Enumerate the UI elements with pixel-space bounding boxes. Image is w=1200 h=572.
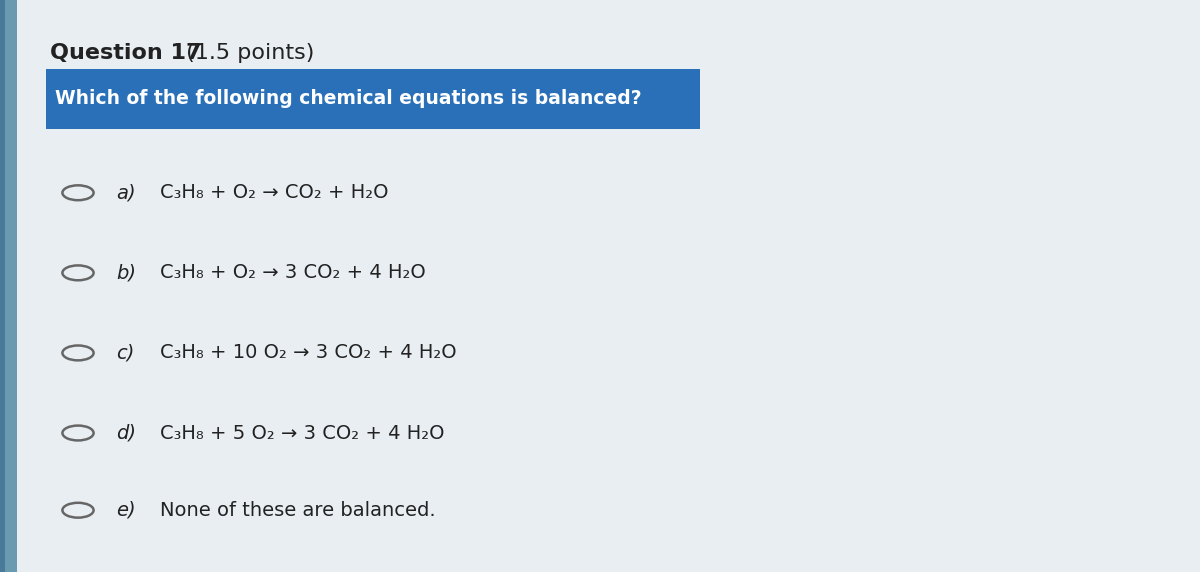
Text: Which of the following chemical equations is balanced?: Which of the following chemical equation… <box>55 89 642 108</box>
FancyBboxPatch shape <box>0 0 5 572</box>
Text: None of these are balanced.: None of these are balanced. <box>160 500 436 520</box>
FancyBboxPatch shape <box>5 0 17 572</box>
FancyBboxPatch shape <box>46 69 700 129</box>
Text: a): a) <box>116 183 136 202</box>
Text: C₃H₈ + 5 O₂ → 3 CO₂ + 4 H₂O: C₃H₈ + 5 O₂ → 3 CO₂ + 4 H₂O <box>160 423 444 443</box>
Text: c): c) <box>116 343 134 363</box>
Text: e): e) <box>116 500 136 520</box>
Text: (1.5 points): (1.5 points) <box>179 43 314 63</box>
Text: C₃H₈ + 10 O₂ → 3 CO₂ + 4 H₂O: C₃H₈ + 10 O₂ → 3 CO₂ + 4 H₂O <box>160 343 456 363</box>
Text: Question 17: Question 17 <box>50 43 202 63</box>
Text: C₃H₈ + O₂ → 3 CO₂ + 4 H₂O: C₃H₈ + O₂ → 3 CO₂ + 4 H₂O <box>160 263 425 283</box>
Text: C₃H₈ + O₂ → CO₂ + H₂O: C₃H₈ + O₂ → CO₂ + H₂O <box>160 183 388 202</box>
Text: d): d) <box>116 423 137 443</box>
Text: b): b) <box>116 263 137 283</box>
